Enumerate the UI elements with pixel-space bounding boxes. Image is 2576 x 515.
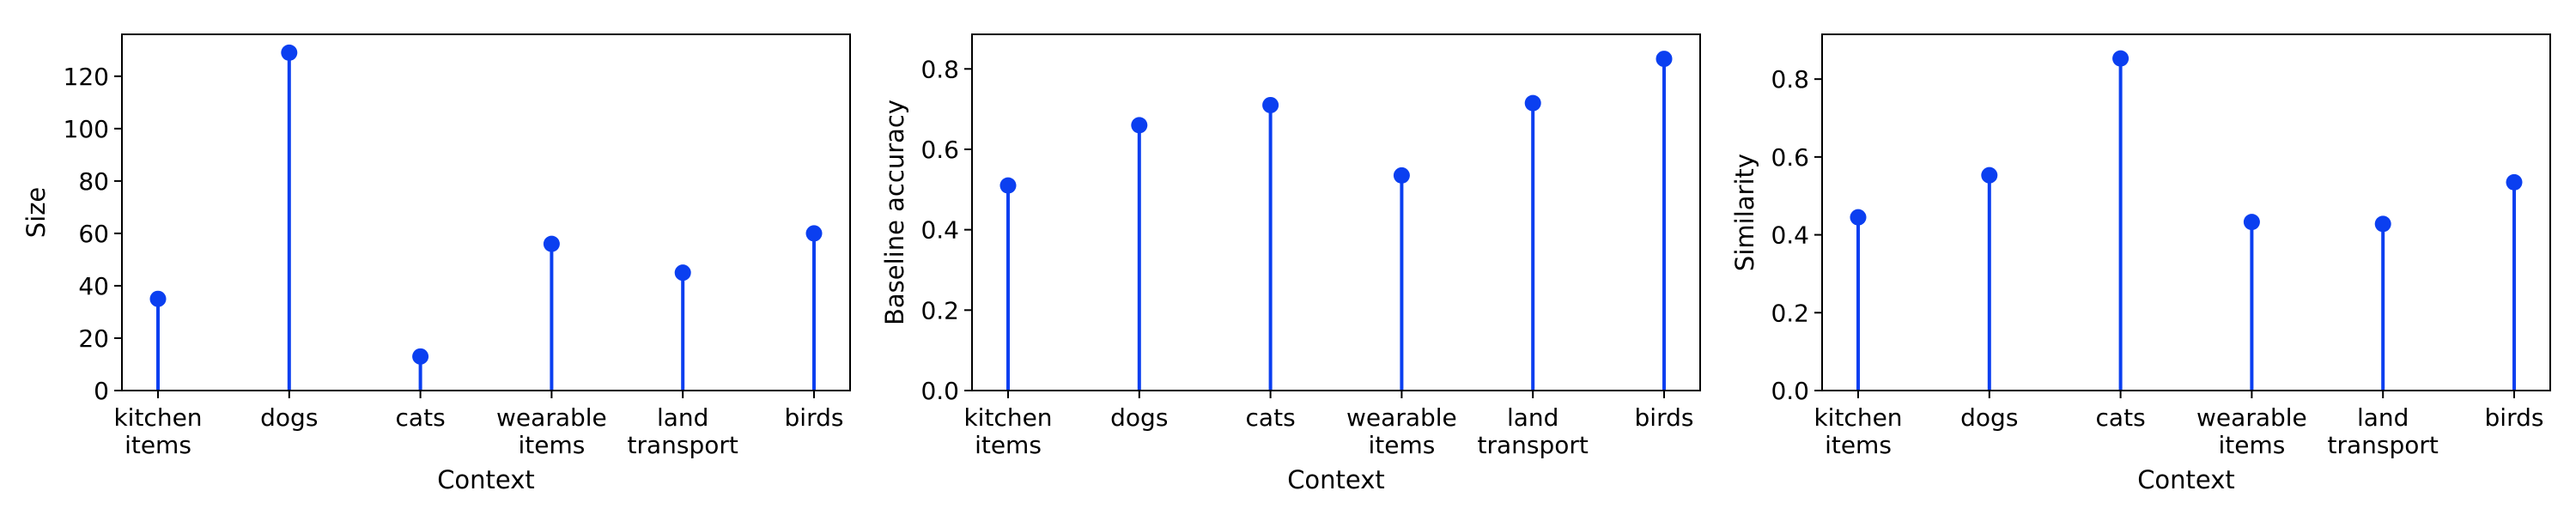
x-tick-label: birds xyxy=(2485,403,2544,432)
y-tick-label: 0.2 xyxy=(920,296,959,324)
stem-marker xyxy=(1981,167,1998,184)
x-tick-label: dogs xyxy=(1960,403,2018,432)
stem-marker xyxy=(2374,215,2391,233)
stem-marker xyxy=(1262,96,1279,113)
stem-marker xyxy=(543,235,560,252)
x-tick-label: kitchen xyxy=(113,403,202,432)
x-tick-label: items xyxy=(1368,431,1435,459)
y-axis-label: Baseline accuracy xyxy=(880,100,909,325)
stem-marker xyxy=(805,225,823,242)
x-tick-label: cats xyxy=(2096,403,2146,432)
x-tick-label: wearable xyxy=(1346,403,1457,432)
x-tick-label: kitchen xyxy=(963,403,1052,432)
x-tick-label: cats xyxy=(1246,403,1296,432)
stem-marker xyxy=(149,290,167,307)
stem-marker xyxy=(674,264,691,282)
x-tick-label: wearable xyxy=(2196,403,2307,432)
y-tick-label: 40 xyxy=(78,272,109,300)
plot-frame xyxy=(1821,33,2551,391)
y-axis-label: Size xyxy=(21,187,51,239)
plot-frame xyxy=(971,33,1701,391)
y-tick-label: 0.0 xyxy=(920,377,959,405)
stem-marker xyxy=(1850,209,1867,226)
x-tick-label: kitchen xyxy=(1814,403,1902,432)
y-tick-label: 0.6 xyxy=(920,136,959,164)
y-tick-label: 0.0 xyxy=(1771,377,1809,405)
stem-marker xyxy=(412,348,429,365)
x-tick-label: dogs xyxy=(260,403,318,432)
x-tick-label: land xyxy=(1507,403,1558,432)
x-tick-label: items xyxy=(2218,431,2285,459)
stem-marker xyxy=(1393,167,1410,184)
x-tick-label: birds xyxy=(1635,403,1694,432)
x-tick-label: items xyxy=(1825,431,1892,459)
stem-marker xyxy=(2243,214,2260,231)
y-tick-label: 80 xyxy=(78,167,109,196)
y-tick-label: 60 xyxy=(78,220,109,248)
x-tick-label: cats xyxy=(396,403,446,432)
x-axis-label: Context xyxy=(2137,465,2235,494)
y-tick-label: 0 xyxy=(94,377,109,405)
x-tick-label: land xyxy=(2357,403,2409,432)
stem-marker xyxy=(1656,51,1673,68)
x-axis-label: Context xyxy=(1287,465,1385,494)
x-tick-label: land xyxy=(657,403,708,432)
y-tick-label: 0.8 xyxy=(1771,65,1809,94)
stem-marker xyxy=(1524,94,1541,112)
y-tick-label: 0.6 xyxy=(1771,143,1809,172)
y-tick-label: 20 xyxy=(78,324,109,353)
stem-marker xyxy=(2506,173,2523,191)
stem-marker xyxy=(1131,117,1148,134)
x-tick-label: items xyxy=(518,431,585,459)
x-tick-label: wearable xyxy=(496,403,607,432)
y-axis-label: Similarity xyxy=(1730,154,1759,271)
plot-frame xyxy=(121,33,851,391)
x-tick-label: dogs xyxy=(1110,403,1168,432)
x-tick-label: items xyxy=(125,431,191,459)
stem-marker xyxy=(999,177,1017,194)
stem-marker xyxy=(281,44,298,61)
y-tick-label: 120 xyxy=(64,63,109,91)
x-tick-label: transport xyxy=(628,431,738,459)
y-tick-label: 0.4 xyxy=(1771,221,1809,250)
y-tick-label: 0.2 xyxy=(1771,299,1809,327)
y-tick-label: 0.4 xyxy=(920,216,959,245)
x-tick-label: birds xyxy=(785,403,844,432)
x-tick-label: transport xyxy=(1478,431,1589,459)
stem-marker xyxy=(2112,50,2129,67)
x-tick-label: items xyxy=(975,431,1042,459)
y-tick-label: 100 xyxy=(64,115,109,143)
y-tick-label: 0.8 xyxy=(920,55,959,83)
x-tick-label: transport xyxy=(2328,431,2439,459)
x-axis-label: Context xyxy=(437,465,535,494)
